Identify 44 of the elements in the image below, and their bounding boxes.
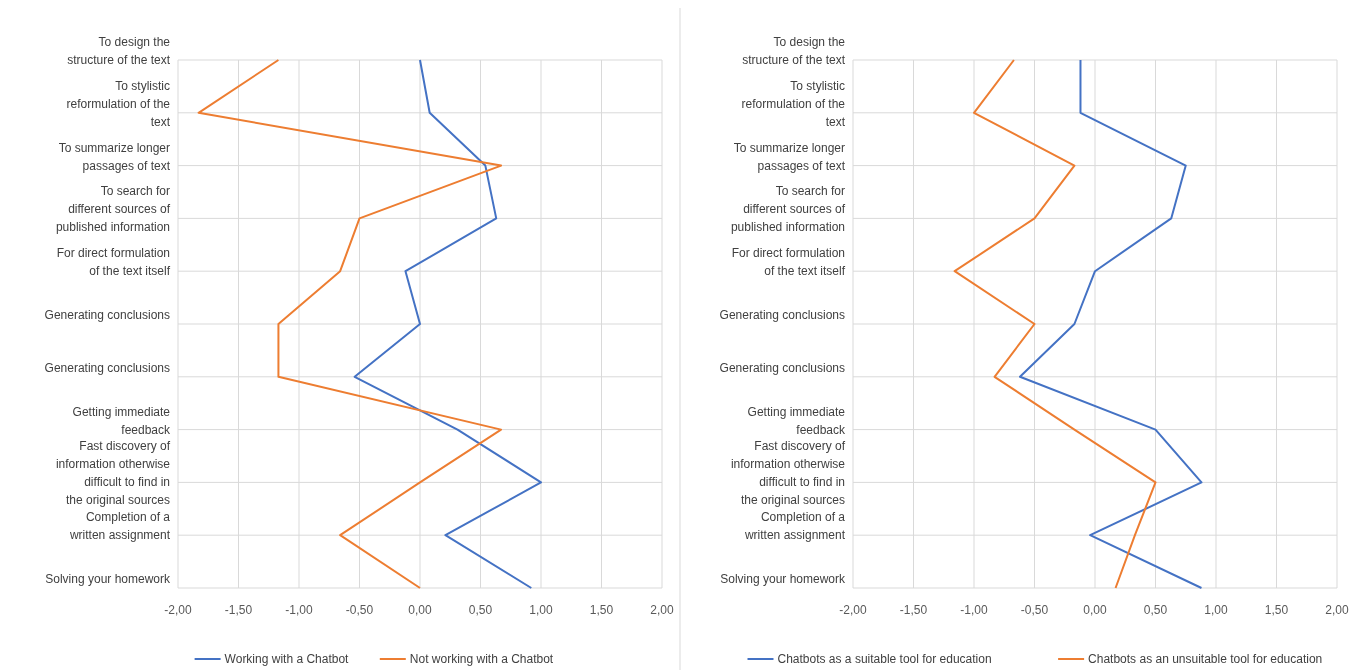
y-tick-label: Getting immediate feedback [72,404,171,437]
x-tick-label: 2,00 [1325,603,1349,617]
y-tick-label: To stylistic reformulation of the text [741,78,846,129]
x-tick-label: 0,50 [468,603,493,617]
y-tick-label: To design the structure of the text [742,35,846,67]
y-tick-label: To search for different sources of published information [730,184,846,235]
x-tick-label: -0,50 [345,603,374,617]
y-tick-label: Getting immediate feedback [747,404,846,437]
x-tick-label: -1,00 [285,603,313,617]
y-tick-label: Generating conclusions [44,308,170,322]
legend-label: Chatbots as a suitable tool for education [777,652,992,666]
legend-label: Chatbots as an unsuitable tool for education [1088,652,1323,666]
y-tick-label: Fast discovery of information otherwise difficult to find in the original sources [730,439,846,508]
y-tick-label: Solving your homework [45,572,171,586]
x-tick-label: 2,00 [650,603,674,617]
y-tick-label: Generating conclusions [44,360,170,375]
y-tick-label: Completion of a written assignment [68,510,171,543]
legend-label: Not working with a Chatbot [409,652,554,666]
x-tick-label: -2,00 [164,603,192,617]
x-tick-label: 0,50 [1143,603,1168,617]
y-tick-label: To summarize longer passages of text [58,140,171,173]
legend-label: Working with a Chatbot [224,652,350,666]
x-tick-label: 1,00 [1204,603,1228,617]
y-tick-label: Completion of a written assignment [743,510,846,543]
y-tick-label: Generating conclusions [719,360,845,375]
x-tick-label: -1,00 [960,603,988,617]
x-tick-label: -2,00 [839,603,867,617]
y-tick-label: Generating conclusions [719,308,845,322]
y-tick-label: Solving your homework [720,572,846,586]
x-tick-label: 1,00 [529,603,553,617]
x-tick-label: 1,50 [1264,603,1289,617]
y-tick-label: To search for different sources of published information [55,184,171,235]
x-tick-label: -1,50 [224,603,253,617]
y-tick-label: To summarize longer passages of text [733,140,846,173]
x-tick-label: -0,50 [1020,603,1049,617]
y-tick-label: To design the structure of the text [67,35,171,67]
x-tick-label: -1,50 [899,603,928,617]
y-tick-label: For direct formulation of the text itself [731,246,846,279]
x-tick-label: 0,00 [408,603,432,617]
y-tick-label: For direct formulation of the text itself [56,246,171,279]
x-tick-label: 1,50 [589,603,614,617]
x-tick-label: 0,00 [1083,603,1107,617]
y-tick-label: To stylistic reformulation of the text [66,78,171,129]
y-tick-label: Fast discovery of information otherwise difficult to find in the original sources [55,439,171,508]
